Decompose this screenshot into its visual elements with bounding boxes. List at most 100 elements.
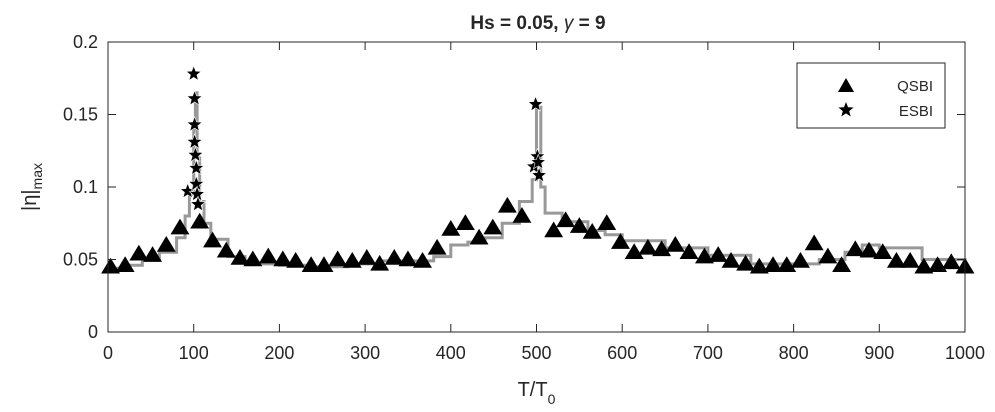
chart-title-suffix: = 9 xyxy=(573,13,605,34)
qsbi-point xyxy=(597,214,617,230)
qsbi-point xyxy=(665,236,685,252)
qsbi-point xyxy=(413,251,432,268)
y-axis-label-main: |η| xyxy=(19,189,41,211)
axis-layer: 0 100 200 300 400 500 600 700 800 900 1000 0 0.05 0.1… xyxy=(63,32,985,363)
qsbi-point xyxy=(777,256,797,273)
y-tick-label: 0.2 xyxy=(73,32,98,52)
qsbi-point xyxy=(203,231,223,248)
qsbi-point xyxy=(763,256,783,273)
esbi-point xyxy=(530,166,548,183)
x-tick-label: 100 xyxy=(179,343,209,363)
esbi-point xyxy=(188,185,206,202)
qsbi-point xyxy=(101,257,121,274)
qsbi-point xyxy=(736,254,756,271)
x-tick-label: 300 xyxy=(350,343,380,363)
qsbi-point xyxy=(941,253,961,270)
x-tick-label: 500 xyxy=(521,343,551,363)
esbi-point xyxy=(186,133,204,150)
x-tick-label: 800 xyxy=(779,343,809,363)
qsbi-point xyxy=(569,217,589,233)
y-tick-label: 0 xyxy=(88,322,98,342)
qsbi-point xyxy=(455,214,475,230)
qsbi-point xyxy=(243,250,263,267)
qsbi-point xyxy=(115,256,135,273)
esbi-point xyxy=(189,195,207,212)
y-tick-label: 0.1 xyxy=(73,177,98,197)
qsbi-point xyxy=(398,250,418,267)
x-tick-label: 0 xyxy=(103,343,113,363)
qsbi-point xyxy=(556,211,576,228)
qsbi-point xyxy=(357,249,377,265)
legend: QSBI ESBI xyxy=(796,62,946,129)
qsbi-point xyxy=(314,256,334,273)
qsbi-point xyxy=(900,251,920,268)
esbi-point xyxy=(187,159,205,176)
qsbi-point xyxy=(611,233,630,249)
qsbi-point xyxy=(328,250,348,267)
qsbi-point xyxy=(342,251,362,268)
legend-triangle-icon xyxy=(838,78,854,92)
qsbi-point xyxy=(804,234,824,251)
qsbi-point xyxy=(301,256,321,273)
legend-label-qsbi: QSBI xyxy=(897,78,933,95)
legend-box xyxy=(796,62,946,129)
qsbi-point xyxy=(818,247,838,264)
qsbi-point xyxy=(544,221,564,238)
qsbi-point xyxy=(230,249,250,265)
x-axis-label-main: T/T xyxy=(518,379,548,401)
y-axis-label: |η|max xyxy=(19,163,45,211)
x-tick-label: 200 xyxy=(264,343,294,363)
y-tick-label: 0.15 xyxy=(63,105,98,125)
series-layer xyxy=(101,65,975,274)
chart-title: Hs = 0.05, γ = 9 xyxy=(470,13,605,34)
qsbi-point xyxy=(427,238,447,255)
esbi-point xyxy=(186,115,204,132)
qsbi-point xyxy=(483,218,503,235)
esbi-point xyxy=(527,95,545,112)
x-axis-label: T/T0 xyxy=(518,379,556,407)
x-tick-label: 700 xyxy=(693,343,723,363)
esbi-point xyxy=(187,175,205,192)
x-tick-label: 400 xyxy=(436,343,466,363)
qsbi-point xyxy=(286,251,306,268)
qsbi-point xyxy=(582,222,602,239)
qsbi-point xyxy=(679,243,699,259)
x-tick-label: 600 xyxy=(607,343,637,363)
qsbi-point xyxy=(695,247,714,264)
qsbi-point xyxy=(708,246,728,262)
esbi-point xyxy=(529,153,547,170)
qsbi-point xyxy=(873,243,893,259)
chart-title-symbol: γ xyxy=(564,13,575,34)
qsbi-point xyxy=(469,228,489,245)
qsbi-point xyxy=(497,196,517,213)
esbi-point xyxy=(187,146,204,163)
x-tick-label: 1000 xyxy=(945,343,985,363)
esbi-point xyxy=(185,65,203,82)
legend-label-esbi: ESBI xyxy=(899,103,933,120)
qsbi-point xyxy=(749,257,769,274)
qsbi-point xyxy=(928,256,948,273)
chart-title-prefix: Hs = 0.05, xyxy=(470,13,563,34)
y-axis-label-subscript: max xyxy=(29,163,45,189)
qsbi-point xyxy=(143,246,163,262)
x-axis-label-subscript: 0 xyxy=(548,391,556,407)
qsbi-point xyxy=(384,249,404,265)
qsbi-point xyxy=(190,212,210,229)
qsbi-point xyxy=(832,256,852,273)
qsbi-point xyxy=(273,250,293,267)
qsbi-point xyxy=(914,257,934,274)
qsbi-point xyxy=(652,240,672,257)
qsbi-point xyxy=(156,236,176,252)
y-tick-label: 0.05 xyxy=(63,250,98,270)
x-tick-label: 900 xyxy=(864,343,894,363)
qsbi-point xyxy=(886,251,906,268)
esbi-point xyxy=(186,89,204,106)
qsbi-point xyxy=(370,254,390,271)
qsbi-point xyxy=(512,207,532,223)
legend-star-icon xyxy=(838,102,854,117)
qsbi-point xyxy=(638,238,658,255)
qsbi-point xyxy=(258,247,278,264)
qsbi-point xyxy=(791,251,810,268)
qsbi-point xyxy=(170,218,190,235)
